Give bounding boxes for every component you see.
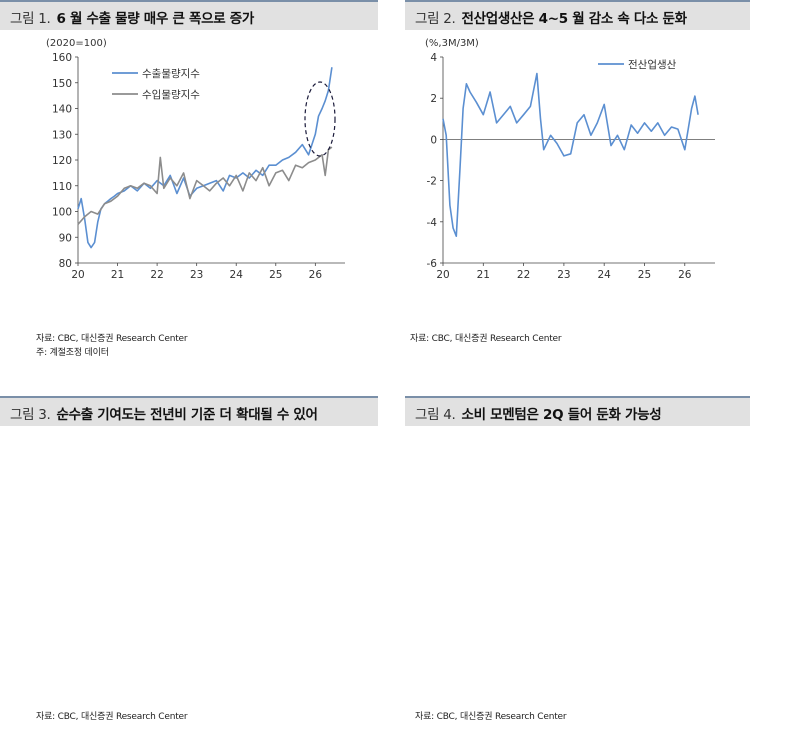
panel-3-header: 그림 3. 순수출 기여도는 전년비 기준 더 확대될 수 있어: [0, 396, 378, 426]
x-tick-label: 22: [150, 269, 163, 281]
panel-1-source: 자료: CBC, 대신증권 Research Center: [36, 334, 188, 344]
legend-label: 수출물량지수: [142, 68, 200, 80]
y-tick-label: 120: [52, 155, 72, 167]
x-tick-label: 26: [309, 269, 323, 281]
panel-2-title: 그림 2. 전산업생산은 4~5 월 감소 속 다소 둔화: [415, 11, 687, 27]
y-unit-label: (%,3M/3M): [425, 38, 479, 49]
x-tick-label: 22: [517, 269, 530, 281]
panel-3: 그림 3.순수출 기여도는 전년비 기준 더 확대될 수 있어 -15-10-5…: [0, 396, 378, 731]
panel-2-source: 자료: CBC, 대신증권 Research Center: [410, 334, 562, 344]
y-tick-label: -4: [427, 217, 438, 229]
y-tick-label: 100: [52, 207, 72, 219]
x-tick-label: 25: [269, 269, 282, 281]
chart-3: -15-10-5051015201214161820222426(%p, YoY…: [0, 428, 378, 703]
y-tick-label: -6: [427, 258, 438, 270]
x-tick-label: 23: [557, 269, 570, 281]
panel-4: 그림 4.소비 모멘텀은 2Q 들어 둔화 가능성 -202468101214-…: [405, 396, 800, 731]
legend-label: 수입물량지수: [142, 88, 200, 101]
x-tick-label: 21: [477, 269, 490, 281]
panel-1-title: 그림 1. 6 월 수출 물량 매우 큰 폭으로 증가: [10, 11, 254, 27]
legend-label: 전산업생산: [628, 58, 677, 71]
x-tick-label: 23: [190, 269, 203, 281]
series-line-전산업생산: [442, 72, 699, 237]
panel-2: 그림 2. 전산업생산은 4~5 월 감소 속 다소 둔화 -6 -4 -2 0 2 4 20…: [405, 0, 800, 370]
y-unit-label: (2020=100): [46, 38, 107, 49]
panel-4-source: 자료: CBC, 대신증권 Research Center: [415, 712, 567, 722]
panel-4-header: 그림 4. 소비 모멘텀은 2Q 들어 둔화 가능성: [405, 396, 750, 426]
y-tick-label: 80: [59, 258, 72, 270]
y-tick-label: 4: [430, 52, 437, 64]
y-tick-label: 160: [52, 52, 72, 64]
y-tick-label: 130: [52, 129, 72, 141]
chart-4: -202468101214-101234562223242526(%YoY)(%…: [405, 428, 750, 713]
y-tick-label: 110: [52, 181, 72, 193]
highlight-ellipse: [304, 81, 336, 157]
y-tick-label: 140: [52, 104, 72, 116]
panel-3-title: 그림 3. 순수출 기여도는 전년비 기준 더 확대될 수 있어: [10, 407, 318, 423]
x-tick-label: 26: [678, 269, 692, 281]
y-tick-label: 2: [430, 93, 437, 105]
y-tick-label: 150: [52, 78, 72, 90]
panel-2-header: 그림 2. 전산업생산은 4~5 월 감소 속 다소 둔화: [405, 0, 750, 30]
panel-1-note: 주: 계절조정 데이터: [36, 348, 109, 358]
x-tick-label: 20: [71, 269, 84, 281]
chart-1: 80 90 100 110 120 130 140 150 160 20 21 22 23 24 25 26 (…: [46, 38, 345, 281]
panel-1: 그림 1. 6 월 수출 물량 매우 큰 폭으로 증가 80 90 100 110 120…: [0, 0, 378, 370]
panel-1-header: 그림 1. 6 월 수출 물량 매우 큰 폭으로 증가: [0, 0, 378, 30]
x-tick-label: 20: [436, 269, 449, 281]
series-line-수입물량지수: [77, 146, 333, 225]
y-tick-label: 0: [430, 134, 437, 146]
x-tick-label: 24: [230, 269, 244, 281]
panel-3-source: 자료: CBC, 대신증권 Research Center: [36, 712, 188, 722]
panel-4-title: 그림 4. 소비 모멘텀은 2Q 들어 둔화 가능성: [415, 407, 662, 423]
x-tick-label: 24: [597, 269, 611, 281]
x-tick-label: 25: [638, 269, 651, 281]
y-tick-label: 90: [59, 232, 72, 244]
y-tick-label: -2: [427, 176, 437, 188]
x-tick-label: 21: [111, 269, 124, 281]
